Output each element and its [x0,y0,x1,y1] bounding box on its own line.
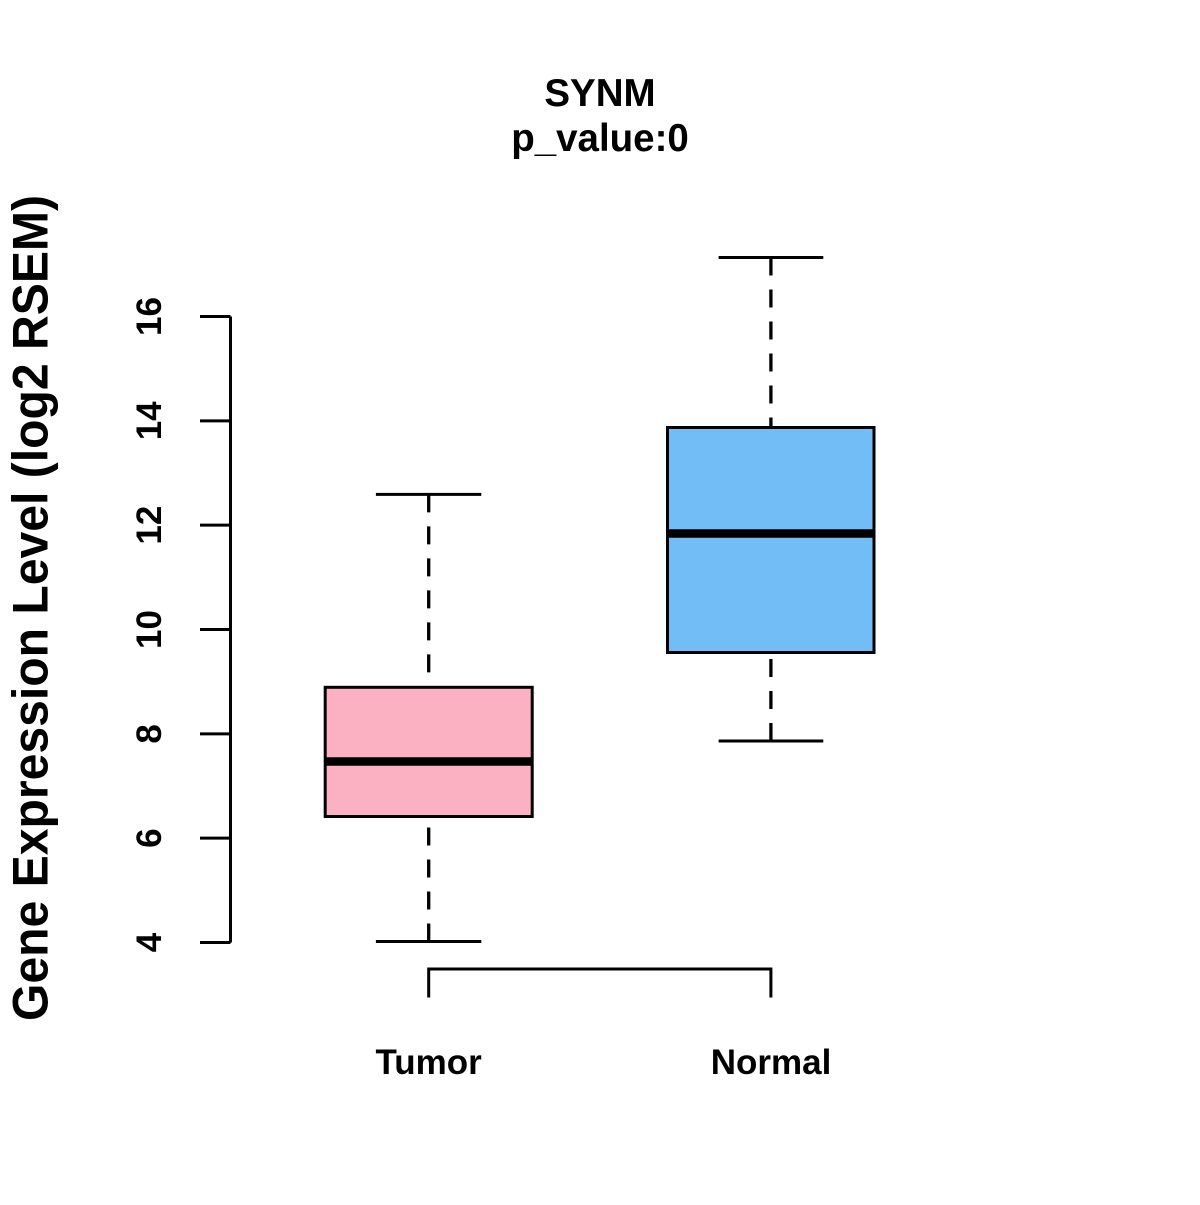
svg-text:14: 14 [130,401,169,440]
svg-text:p_value:0: p_value:0 [511,117,689,160]
svg-text:8: 8 [130,724,169,743]
svg-text:12: 12 [130,506,169,545]
svg-text:16: 16 [130,297,169,336]
svg-text:Tumor: Tumor [375,1043,482,1082]
svg-text:SYNM: SYNM [544,72,655,115]
svg-text:Normal: Normal [711,1043,832,1082]
svg-text:10: 10 [130,610,169,649]
svg-text:Gene Expression Level (log2 RS: Gene Expression Level (log2 RSEM) [2,195,58,1021]
svg-text:6: 6 [130,828,169,847]
svg-text:4: 4 [130,932,169,952]
